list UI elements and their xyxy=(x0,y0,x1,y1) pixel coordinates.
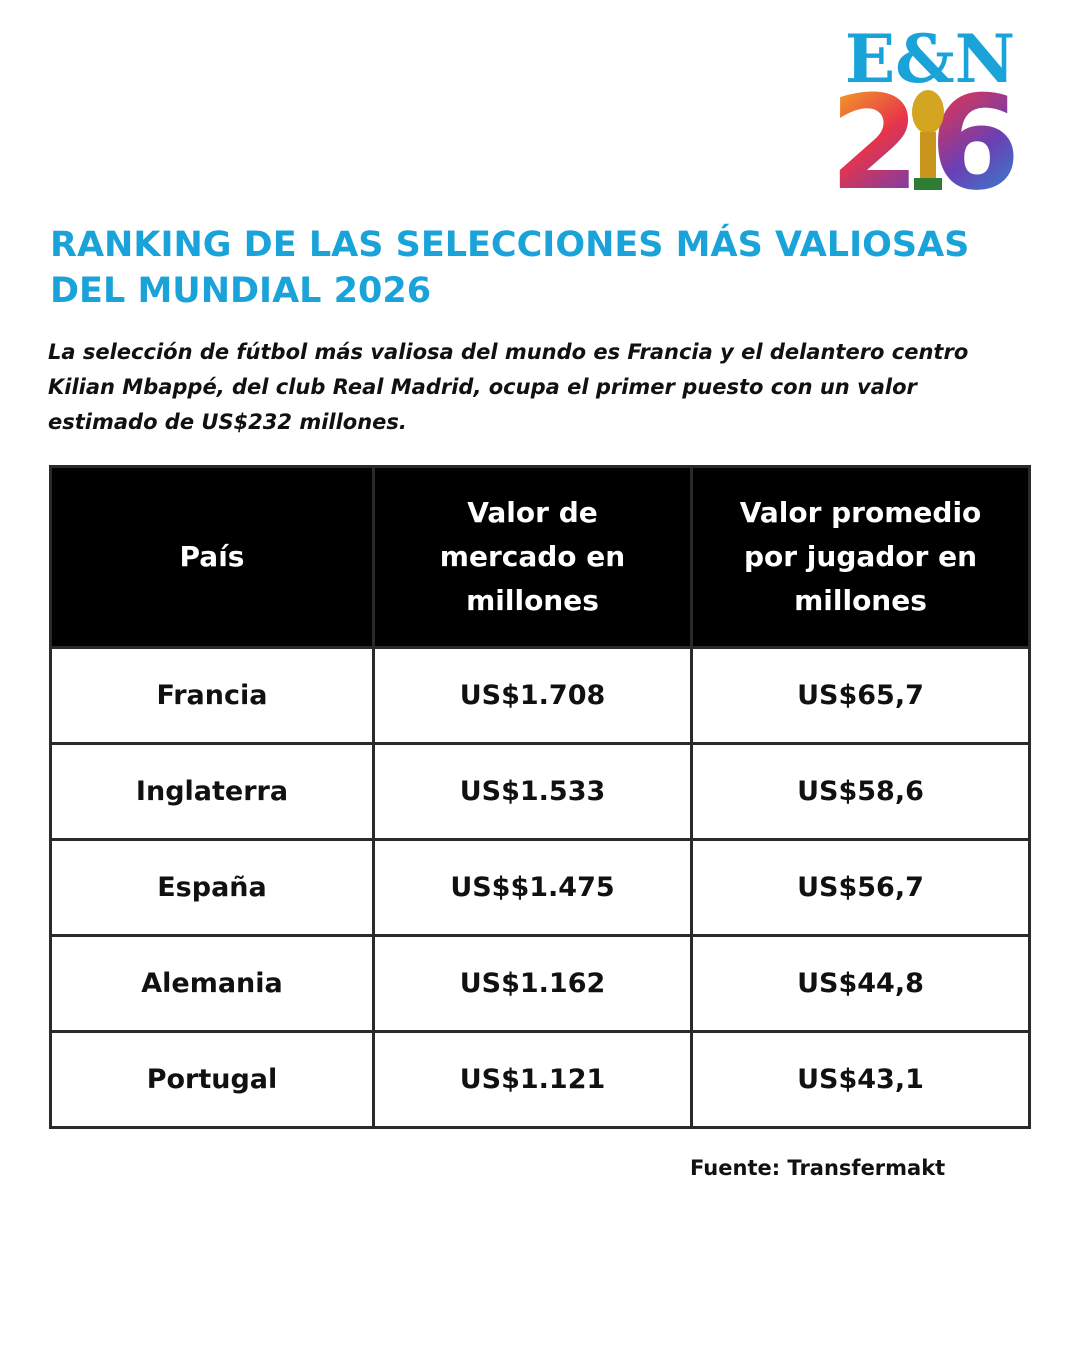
trophy-base xyxy=(914,178,942,190)
logo-brand: E&N xyxy=(845,20,1015,98)
trophy xyxy=(912,90,944,134)
table-cell: US$43,1 xyxy=(690,1030,1031,1129)
table-cell: US$65,7 xyxy=(690,646,1031,745)
table-cell: Inglaterra xyxy=(49,742,375,841)
column-header: País xyxy=(49,465,375,649)
table-row: Portugal US$1.121 US$43,1 xyxy=(49,1030,1031,1129)
logo: E&N 26 xyxy=(830,20,1020,200)
description: La selección de fútbol más valiosa del m… xyxy=(48,340,969,434)
table-row: Francia US$1.708 US$65,7 xyxy=(49,646,1031,745)
table-row: Inglaterra US$1.533 US$58,6 xyxy=(49,742,1031,841)
title: RANKING DE LAS SELECCIONES MÁS VALIOSAS … xyxy=(50,225,970,311)
table-row: Alemania US$1.162 US$44,8 xyxy=(49,934,1031,1033)
source: Fuente: Transfermakt xyxy=(690,1156,946,1180)
table-cell: US$1.162 xyxy=(372,934,693,1033)
table-cell: US$1.121 xyxy=(372,1030,693,1129)
table-cell: Alemania xyxy=(49,934,375,1033)
trophy-stem xyxy=(920,132,936,182)
table-body: Francia US$1.708 US$65,7 Inglaterra US$1.533… xyxy=(49,646,1031,1129)
table-cell: Francia xyxy=(49,646,375,745)
table-cell: US$1.533 xyxy=(372,742,693,841)
table-row: España US$$1.475 US$56,7 xyxy=(49,838,1031,937)
table-cell: US$58,6 xyxy=(690,742,1031,841)
table-cell: US$56,7 xyxy=(690,838,1031,937)
header-row: País Valor de mercado en millones Valor pr… xyxy=(49,465,1031,649)
table-cell: US$$1.475 xyxy=(372,838,693,937)
ranking-table: País Valor de mercado en millones Valor pr… xyxy=(49,465,1031,1129)
table-cell: US$1.708 xyxy=(372,646,693,745)
column-header: Valor promedio por jugador en millones xyxy=(690,465,1031,649)
table-cell: España xyxy=(49,838,375,937)
column-header: Valor de mercado en millones xyxy=(372,465,693,649)
table-cell: US$44,8 xyxy=(690,934,1031,1033)
table-cell: Portugal xyxy=(49,1030,375,1129)
